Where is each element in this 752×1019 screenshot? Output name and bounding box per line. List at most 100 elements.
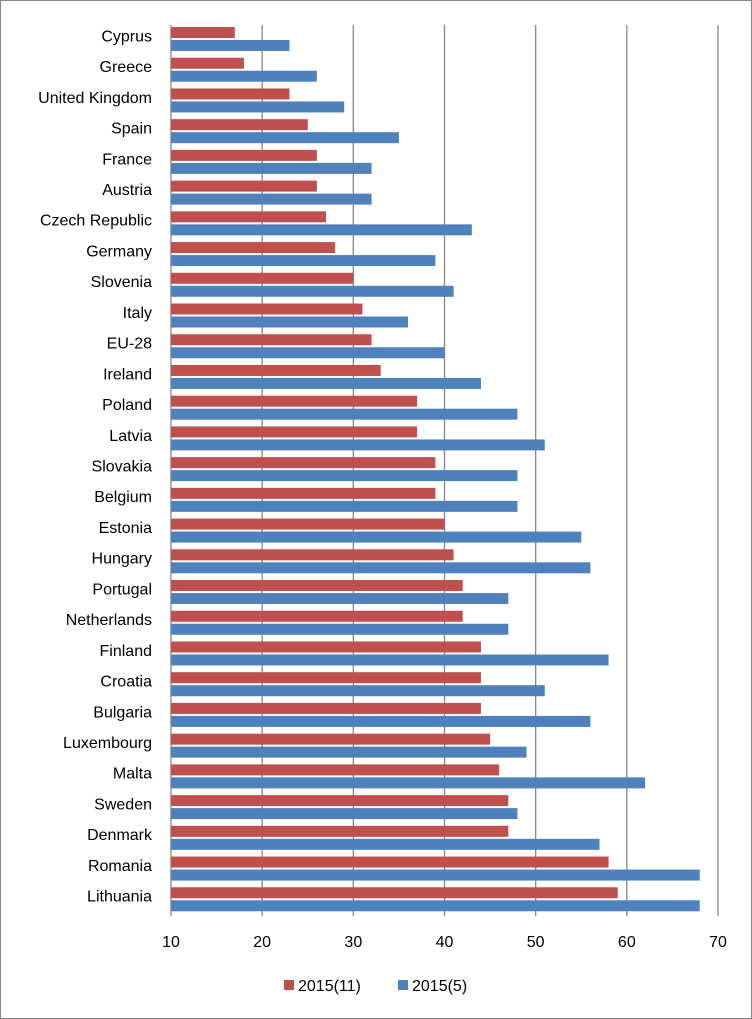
bar-2015(11)-Lithuania bbox=[171, 887, 618, 899]
bar-2015(11)-Romania bbox=[171, 856, 609, 868]
bar-2015(11)-Ireland bbox=[171, 364, 381, 376]
bar-2015(5)-Slovenia bbox=[171, 285, 454, 297]
bar-2015(5)-Luxembourg bbox=[171, 746, 527, 758]
category-label: Bulgaria bbox=[93, 704, 152, 721]
bar-2015(5)-Lithuania bbox=[171, 900, 700, 912]
bar-2015(5)-Malta bbox=[171, 777, 646, 789]
bar-2015(5)-Hungary bbox=[171, 562, 591, 574]
bar-2015(5)-Denmark bbox=[171, 838, 600, 850]
category-label: Latvia bbox=[109, 428, 152, 445]
category-label: Greece bbox=[100, 59, 153, 76]
bar-2015(11)-EU-28 bbox=[171, 334, 372, 346]
bar-2015(5)-Sweden bbox=[171, 808, 518, 820]
bar-2015(5)-Belgium bbox=[171, 500, 518, 512]
category-label: Slovakia bbox=[92, 459, 153, 476]
legend-label-2015-11: 2015(11) bbox=[298, 978, 361, 995]
bar-2015(11)-Estonia bbox=[171, 518, 445, 530]
category-label: Poland bbox=[102, 397, 152, 414]
legend: 2015(11) 2015(5) bbox=[284, 978, 467, 995]
bar-2015(11)-Cyprus bbox=[171, 27, 235, 38]
category-label: France bbox=[102, 151, 152, 168]
category-label: Spain bbox=[111, 121, 152, 138]
category-label: Luxembourg bbox=[63, 735, 152, 752]
category-label: Ireland bbox=[103, 366, 152, 383]
category-label: Estonia bbox=[99, 520, 152, 537]
legend-label-2015-5: 2015(5) bbox=[412, 978, 467, 995]
bar-2015(5)-Estonia bbox=[171, 531, 582, 543]
category-label: Portugal bbox=[92, 581, 152, 598]
bar-2015(5)-Austria bbox=[171, 193, 372, 205]
category-label: Belgium bbox=[94, 489, 152, 506]
bar-2015(11)-Germany bbox=[171, 242, 336, 254]
bar-2015(11)-Luxembourg bbox=[171, 733, 491, 745]
bar-2015(11)-Poland bbox=[171, 395, 418, 407]
bar-2015(5)-Croatia bbox=[171, 685, 545, 697]
bar-2015(5)-Portugal bbox=[171, 593, 509, 605]
bar-2015(5)-Germany bbox=[171, 255, 436, 267]
bar-2015(11)-Croatia bbox=[171, 672, 481, 684]
bar-2015(5)-United Kingdom bbox=[171, 101, 345, 113]
bar-2015(5)-Bulgaria bbox=[171, 715, 591, 727]
category-label: Sweden bbox=[94, 796, 152, 813]
category-label: Malta bbox=[113, 766, 152, 783]
bar-2015(5)-Cyprus bbox=[171, 40, 290, 51]
bar-2015(11)-Greece bbox=[171, 57, 244, 69]
category-label: Romania bbox=[88, 858, 152, 875]
category-label: Lithuania bbox=[87, 889, 152, 906]
category-label: Finland bbox=[100, 643, 152, 660]
category-label: EU-28 bbox=[107, 336, 152, 353]
x-tick-label: 30 bbox=[344, 934, 362, 951]
x-tick-label: 50 bbox=[527, 934, 545, 951]
bar-2015(5)-Italy bbox=[171, 316, 409, 328]
category-label: Austria bbox=[102, 182, 152, 199]
category-labels: Cyprus Greece United Kingdom Spain France Aus… bbox=[38, 28, 153, 905]
bar-2015(11)-Slovenia bbox=[171, 272, 354, 284]
x-tick-label: 70 bbox=[709, 934, 727, 951]
bar-2015(5)-Greece bbox=[171, 70, 317, 82]
bar-2015(11)-Hungary bbox=[171, 549, 454, 561]
bar-2015(11)-Netherlands bbox=[171, 610, 463, 622]
legend-swatch-2015-5 bbox=[398, 980, 408, 990]
category-label: Cyprus bbox=[101, 28, 152, 45]
bar-2015(5)-Ireland bbox=[171, 377, 481, 389]
bar-2015(11)-Spain bbox=[171, 119, 308, 131]
x-tick-label: 20 bbox=[253, 934, 271, 951]
category-label: Italy bbox=[123, 305, 152, 322]
category-label: Denmark bbox=[87, 827, 153, 844]
bar-2015(11)-Czech Republic bbox=[171, 211, 326, 223]
bar-2015(5)-Czech Republic bbox=[171, 224, 472, 236]
bar-2015(5)-EU-28 bbox=[171, 347, 445, 359]
bar-2015(5)-Finland bbox=[171, 654, 609, 666]
bar-2015(11)-Latvia bbox=[171, 426, 418, 438]
category-label: United Kingdom bbox=[38, 90, 152, 107]
bar-2015(11)-Portugal bbox=[171, 580, 463, 592]
bar-2015(5)-Spain bbox=[171, 132, 399, 144]
bar-2015(5)-Poland bbox=[171, 408, 518, 420]
bar-2015(11)-Belgium bbox=[171, 487, 436, 499]
category-label: Germany bbox=[86, 243, 152, 260]
bar-2015(11)-United Kingdom bbox=[171, 88, 290, 100]
category-label: Netherlands bbox=[66, 612, 152, 629]
bar-2015(11)-France bbox=[171, 149, 317, 161]
legend-swatch-2015-11 bbox=[284, 980, 294, 990]
bar-2015(11)-Austria bbox=[171, 180, 317, 192]
bar-2015(5)-Netherlands bbox=[171, 623, 509, 635]
bar-2015(11)-Finland bbox=[171, 641, 481, 653]
category-label: Czech Republic bbox=[40, 213, 152, 230]
bar-2015(11)-Italy bbox=[171, 303, 363, 315]
x-tick-label: 60 bbox=[618, 934, 636, 951]
bar-2015(11)-Denmark bbox=[171, 825, 509, 837]
bar-2015(11)-Sweden bbox=[171, 795, 509, 807]
x-tick-label: 10 bbox=[162, 934, 180, 951]
x-tick-label: 40 bbox=[436, 934, 454, 951]
bar-2015(11)-Slovakia bbox=[171, 457, 436, 469]
category-label: Hungary bbox=[92, 551, 152, 568]
bars bbox=[171, 27, 700, 912]
bar-2015(5)-France bbox=[171, 162, 372, 174]
bar-2015(5)-Latvia bbox=[171, 439, 545, 451]
x-tick-labels: 10 20 30 40 50 60 70 bbox=[162, 934, 727, 951]
bar-2015(5)-Romania bbox=[171, 869, 700, 881]
category-label: Slovenia bbox=[91, 274, 152, 291]
bar-2015(5)-Slovakia bbox=[171, 470, 518, 482]
